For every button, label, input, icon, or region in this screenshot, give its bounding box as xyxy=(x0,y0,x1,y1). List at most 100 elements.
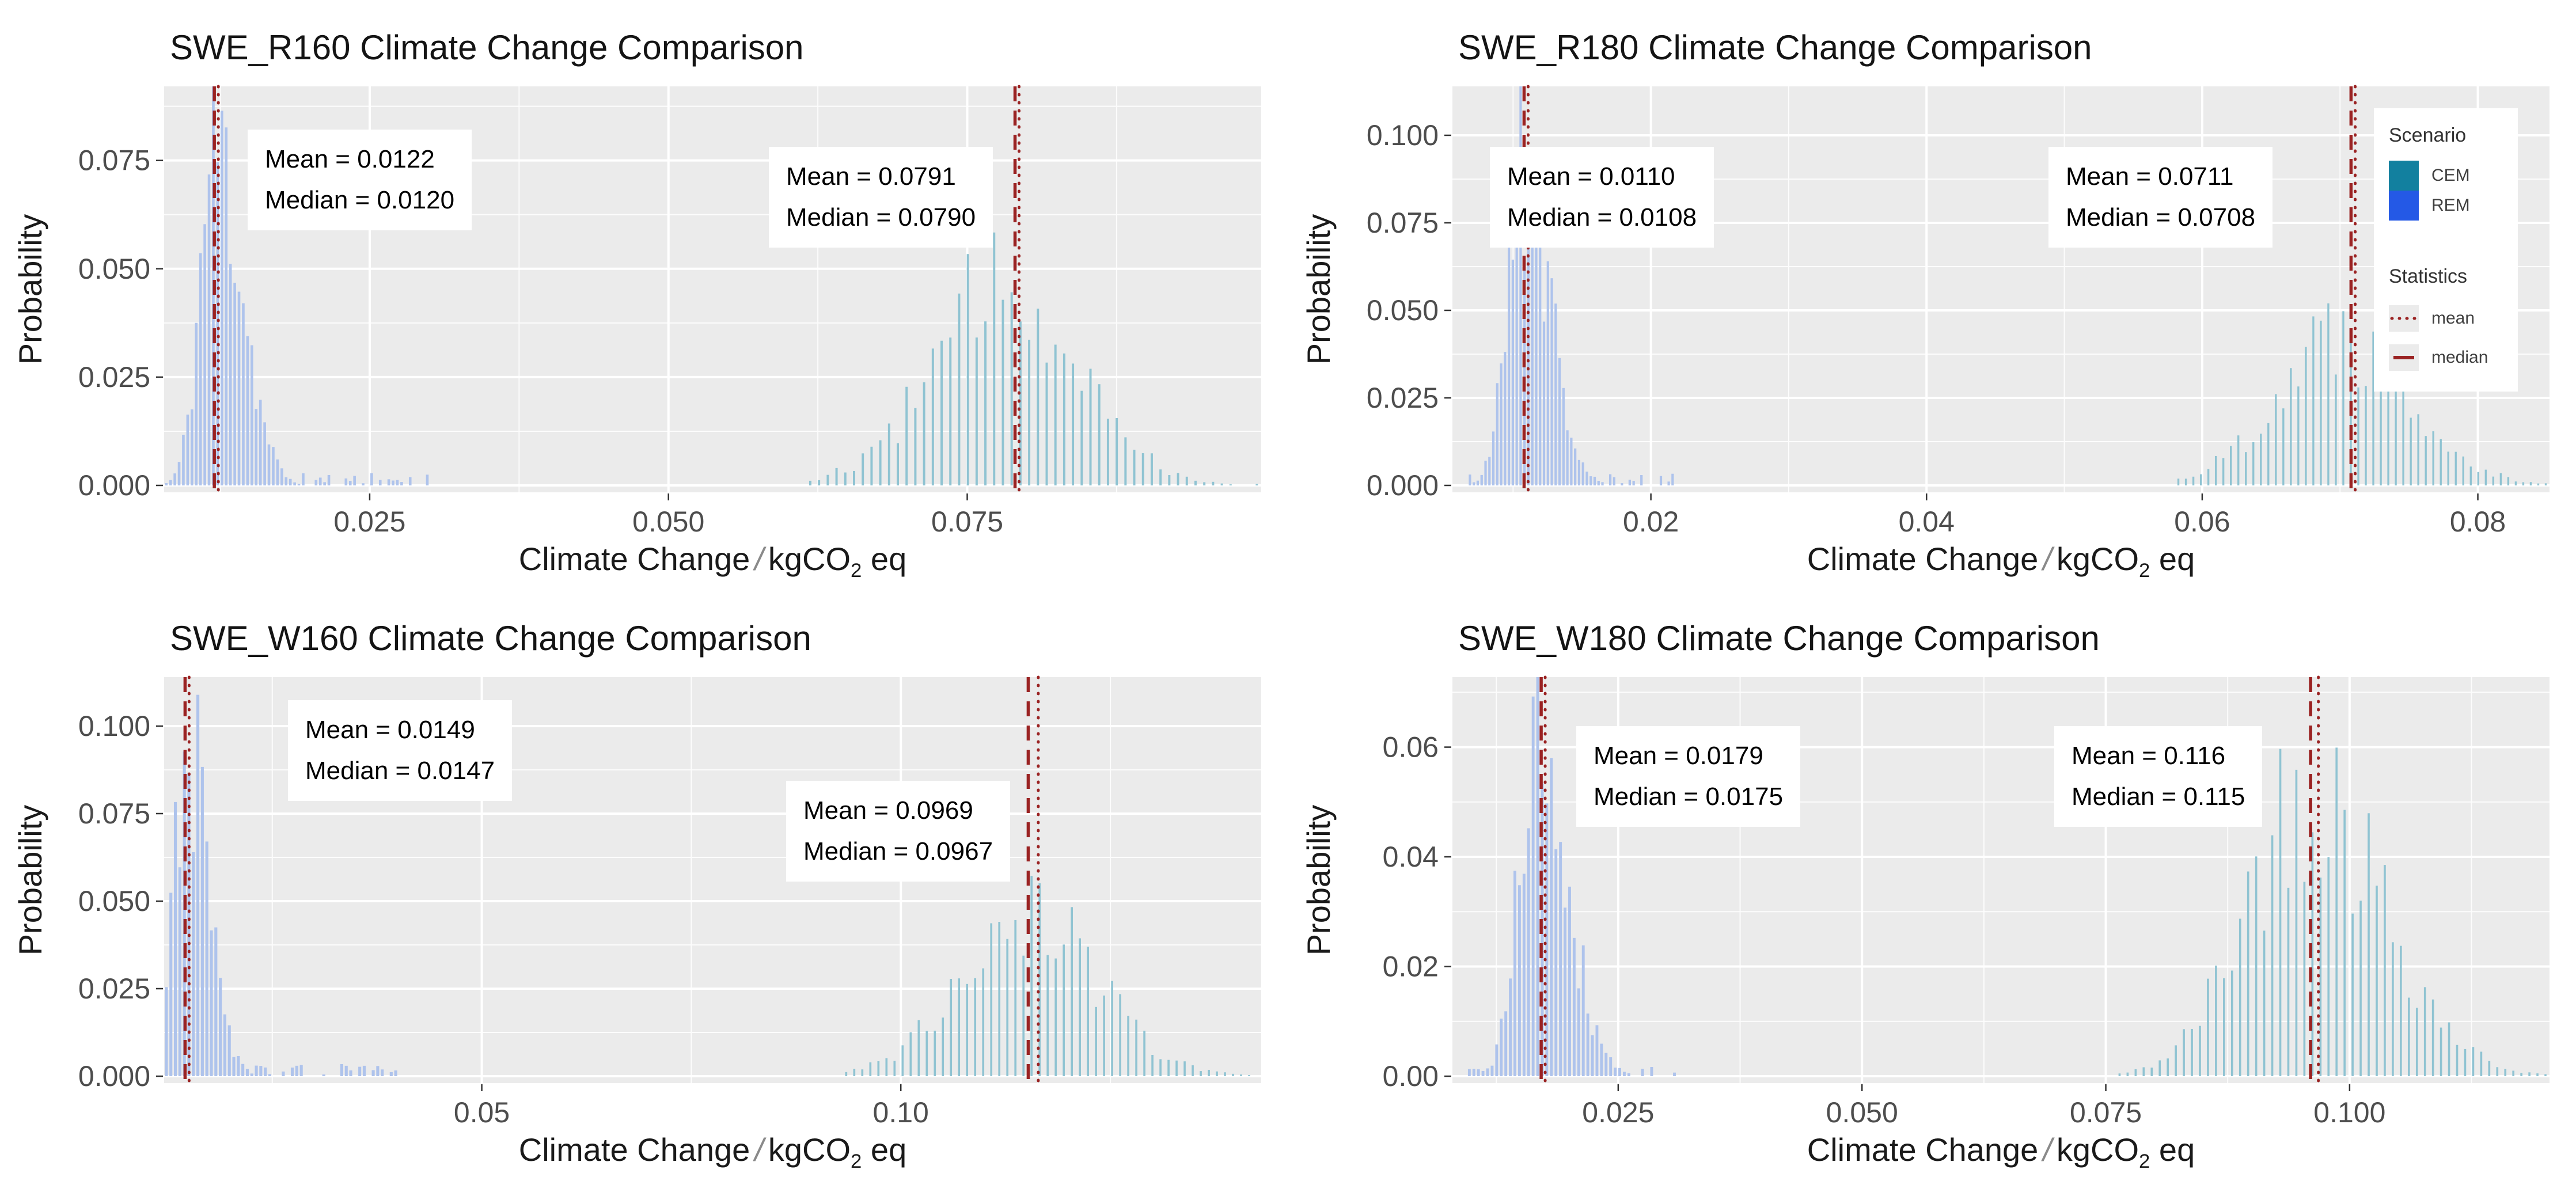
histogram-bar xyxy=(1562,388,1565,485)
histogram-bar xyxy=(1072,363,1075,485)
histogram-bar xyxy=(1632,481,1635,485)
histogram-bar xyxy=(2528,1072,2531,1076)
stat-annotation: Mean = 0.0791 Median = 0.0790 xyxy=(769,147,993,248)
histogram-bar xyxy=(2150,1068,2153,1076)
histogram-bar xyxy=(2199,474,2202,485)
histogram-bar xyxy=(251,345,253,485)
stat-annotation: Mean = 0.0122 Median = 0.0120 xyxy=(248,130,472,230)
histogram-bar xyxy=(2142,1067,2145,1076)
histogram-bar xyxy=(2499,473,2502,485)
histogram-bar xyxy=(2192,476,2195,485)
histogram-bar xyxy=(1240,1074,1242,1076)
histogram-bar xyxy=(259,400,262,485)
histogram-bar xyxy=(1486,1068,1489,1076)
histogram-bar xyxy=(2462,456,2464,485)
histogram-bar xyxy=(1527,828,1530,1076)
histogram-bar xyxy=(327,474,331,485)
x-axis-label-slash: / xyxy=(754,1131,764,1168)
histogram-bar xyxy=(1564,907,1567,1076)
histogram-bar xyxy=(958,293,961,485)
histogram-bar xyxy=(2295,769,2298,1076)
histogram-bar xyxy=(1159,1059,1162,1076)
histogram-bar xyxy=(845,1072,848,1076)
histogram-bar xyxy=(1006,939,1009,1076)
histogram-bar xyxy=(370,473,373,485)
histogram-bar xyxy=(1627,1073,1630,1076)
x-axis-label-unit: kgCO xyxy=(768,1131,851,1168)
histogram-bar xyxy=(2351,913,2354,1076)
histogram-bar xyxy=(2456,1045,2459,1076)
histogram-bar xyxy=(1545,803,1549,1076)
histogram-bar xyxy=(2335,374,2337,485)
histogram-bar xyxy=(1500,363,1503,485)
histogram-bar xyxy=(2522,482,2525,485)
histogram-bar xyxy=(2239,918,2241,1076)
histogram-bar xyxy=(205,841,208,1076)
histogram-bar xyxy=(966,983,969,1076)
chart-swe-w180: 0.00 0.02 0.04 0.06 0.025 0.050 0.075 0.100 SWE… xyxy=(1288,591,2576,1181)
histogram-bar xyxy=(1673,1072,1676,1076)
x-axis-label-suffix: eq xyxy=(862,1131,907,1168)
histogram-bar xyxy=(984,321,987,485)
x-axis-label-suffix: eq xyxy=(2150,541,2195,577)
histogram-bar xyxy=(2191,1028,2193,1076)
y-axis-label: Probability xyxy=(1300,804,1337,956)
histogram-bar xyxy=(2245,452,2247,485)
histogram-bar xyxy=(2544,1074,2547,1076)
histogram-bar xyxy=(263,422,266,485)
histogram-bar xyxy=(958,978,961,1076)
histogram-bar xyxy=(314,480,318,485)
histogram-bar xyxy=(2297,386,2300,485)
legend-item-rem: REM xyxy=(2389,191,2510,221)
x-axis-label-subscript: 2 xyxy=(2139,560,2150,582)
histogram-bar xyxy=(1531,238,1534,485)
histogram-bar xyxy=(1255,484,1258,485)
histogram-bar xyxy=(950,978,953,1076)
x-axis-label-subscript: 2 xyxy=(2139,1150,2150,1173)
histogram-bar xyxy=(2496,1067,2499,1076)
histogram-bar xyxy=(887,423,890,485)
x-axis-label-subscript: 2 xyxy=(851,1150,862,1173)
histogram-bar xyxy=(2447,451,2449,485)
histogram-bar xyxy=(1030,876,1033,1076)
histogram-rem xyxy=(1469,86,1674,486)
histogram-bar xyxy=(2183,1029,2185,1076)
histogram-bar xyxy=(1496,383,1498,485)
histogram-bar xyxy=(1116,417,1118,485)
histogram-bar xyxy=(1480,474,1483,485)
histogram-bar xyxy=(2207,978,2209,1076)
histogram-bar xyxy=(1601,482,1604,485)
histogram-bar xyxy=(2252,442,2255,485)
histogram-bar xyxy=(1604,1053,1608,1076)
histogram-bar xyxy=(1609,1057,1613,1076)
histogram-bar xyxy=(1531,696,1535,1076)
histogram-bar xyxy=(2480,1051,2483,1076)
median-value-label: Median = 0.0175 xyxy=(1594,783,1784,811)
histogram-bar xyxy=(1628,480,1631,485)
histogram-bar xyxy=(2290,368,2292,485)
histogram-bar xyxy=(272,447,275,485)
histogram-cem xyxy=(845,876,1250,1076)
histogram-bar xyxy=(2536,1073,2539,1076)
histogram-bar xyxy=(1542,321,1546,485)
histogram-bar xyxy=(861,1069,864,1076)
histogram-bar xyxy=(177,462,181,485)
histogram-bar xyxy=(869,1062,872,1076)
histogram-bar xyxy=(284,477,288,485)
x-axis-label-suffix: eq xyxy=(862,541,907,577)
histogram-bar xyxy=(255,409,258,485)
mean-value-label: Mean = 0.0179 xyxy=(1594,742,1763,770)
stat-annotation: Mean = 0.0179 Median = 0.0175 xyxy=(1576,726,1801,827)
histogram-bar xyxy=(2537,483,2540,485)
histogram-bar xyxy=(1481,1070,1485,1076)
histogram-bar xyxy=(1194,480,1197,485)
histogram-bar xyxy=(264,1067,267,1076)
histogram-bar xyxy=(259,1066,263,1076)
histogram-bar xyxy=(378,480,382,485)
histogram-bar xyxy=(2320,320,2322,485)
histogram-bar xyxy=(975,337,978,485)
histogram-bar xyxy=(207,174,211,485)
histogram-bar xyxy=(1080,390,1083,485)
histogram-bar xyxy=(186,414,189,485)
histogram-cem xyxy=(2118,747,2547,1076)
